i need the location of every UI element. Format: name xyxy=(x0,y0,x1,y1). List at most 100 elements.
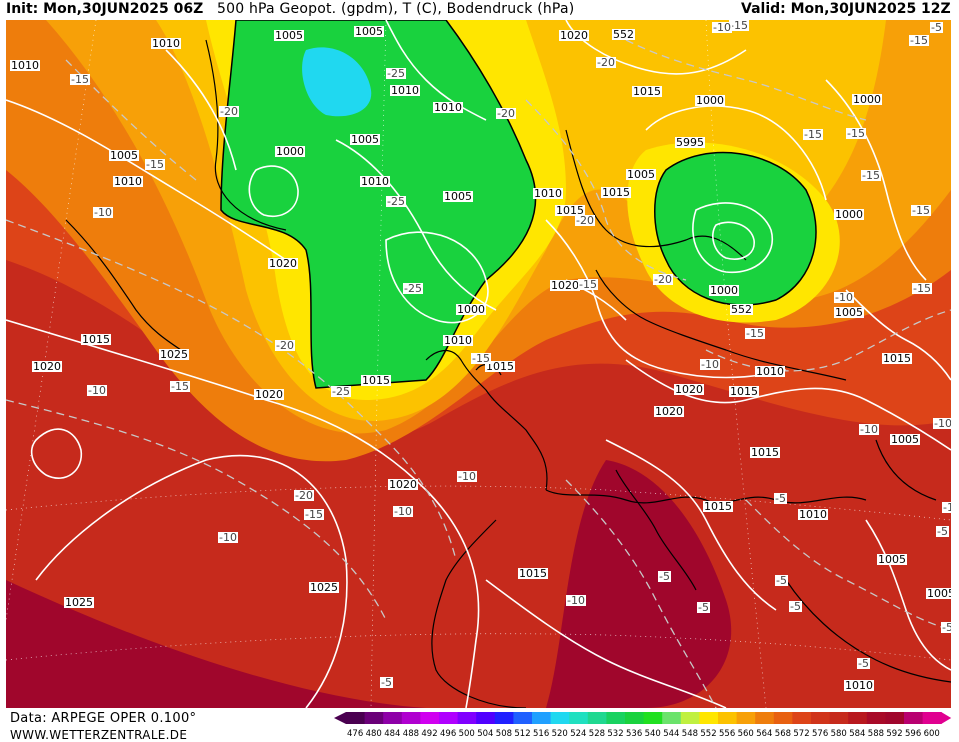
legend-swatch xyxy=(792,712,812,724)
pressure-label: 1010 xyxy=(151,37,181,50)
temperature-label: -5 xyxy=(930,21,943,34)
legend-swatch xyxy=(848,712,868,724)
temperature-label: -15 xyxy=(846,127,866,140)
legend-swatch xyxy=(885,712,905,724)
data-source-label: Data: ARPEGE OPER 0.100° xyxy=(10,711,197,726)
legend-tick-label: 516 xyxy=(533,729,549,738)
field-deep-red-sw xyxy=(6,580,426,708)
temperature-label: -10 xyxy=(218,531,238,544)
legend-swatch xyxy=(866,712,886,724)
pressure-label: 1000 xyxy=(709,284,739,297)
legend-arrow-right xyxy=(941,712,952,724)
legend-tick-label: 492 xyxy=(421,729,437,738)
legend-tick-label: 520 xyxy=(552,729,568,738)
legend-tick-label: 532 xyxy=(607,729,623,738)
temperature-label: -25 xyxy=(403,282,423,295)
temperature-label: -5 xyxy=(380,676,393,689)
pressure-label: 1020 xyxy=(559,29,589,42)
pressure-label: 1010 xyxy=(443,334,473,347)
pressure-label: 1025 xyxy=(309,581,339,594)
temperature-label: -15 xyxy=(911,204,931,217)
temperature-label: -10 xyxy=(859,423,879,436)
temperature-label: -15 xyxy=(471,352,491,365)
pressure-label: 1010 xyxy=(433,101,463,114)
pressure-label: 1025 xyxy=(64,596,94,609)
legend-swatch xyxy=(606,712,626,724)
legend-tick-label: 500 xyxy=(459,729,475,738)
legend-swatch xyxy=(904,712,924,724)
pressure-label: 1020 xyxy=(32,360,62,373)
legend-tick-label: 576 xyxy=(812,729,828,738)
legend-tick-label: 596 xyxy=(905,729,921,738)
temperature-label: -5 xyxy=(789,600,802,613)
temperature-label: -15 xyxy=(70,73,90,86)
temperature-label: -20 xyxy=(219,105,239,118)
temperature-label: -10 xyxy=(834,291,854,304)
legend-tick-label: 540 xyxy=(645,729,661,738)
legend-swatch xyxy=(439,712,459,724)
legend-tick-label: 572 xyxy=(793,729,809,738)
legend-swatch xyxy=(643,712,663,724)
temperature-label: -25 xyxy=(331,385,351,398)
temperature-label: -20 xyxy=(575,214,595,227)
legend-swatch xyxy=(587,712,607,724)
pressure-label: 1020 xyxy=(268,257,298,270)
contour-552-east xyxy=(654,151,817,306)
contour-552-west xyxy=(220,20,537,389)
pressure-label: 1015 xyxy=(703,500,733,513)
field-green-east xyxy=(654,152,816,306)
pressure-label: 1005 xyxy=(354,25,384,38)
pressure-label: 1015 xyxy=(485,360,515,373)
field-deep-red-med xyxy=(546,460,732,708)
legend-tick-label: 588 xyxy=(868,729,884,738)
pressure-label: 1000 xyxy=(852,93,882,106)
temperature-label: -20 xyxy=(653,273,673,286)
pressure-label: 1010 xyxy=(755,365,785,378)
legend-tick-label: 504 xyxy=(477,729,493,738)
temperature-label: -5 xyxy=(697,601,710,614)
legend-tick-label: 552 xyxy=(700,729,716,738)
legend-tick-label: 564 xyxy=(756,729,772,738)
pressure-label: 1015 xyxy=(882,352,912,365)
temperature-label: -10 xyxy=(457,470,477,483)
legend-swatch xyxy=(736,712,756,724)
temperature-label: -15 xyxy=(145,158,165,171)
legend-swatch xyxy=(699,712,719,724)
legend-tick-label: 548 xyxy=(682,729,698,738)
temperature-label: -15 xyxy=(912,282,932,295)
legend-swatch xyxy=(550,712,570,724)
pressure-label: 1005 xyxy=(834,306,864,319)
legend-tick-label: 528 xyxy=(589,729,605,738)
pressure-label: 1015 xyxy=(729,385,759,398)
pressure-label: 1015 xyxy=(518,567,548,580)
temperature-label: -20 xyxy=(275,339,295,352)
temperature-label: -15 xyxy=(170,380,190,393)
legend-swatch xyxy=(718,712,738,724)
pressure-label: 1020 xyxy=(254,388,284,401)
pressure-label: 552 xyxy=(612,28,635,41)
temperature-label: -25 xyxy=(386,195,406,208)
pressure-label: 1010 xyxy=(10,59,40,72)
temperature-label: -10 xyxy=(87,384,107,397)
legend-tick-label: 484 xyxy=(384,729,400,738)
legend-tick-label: 536 xyxy=(626,729,642,738)
pressure-label: 1015 xyxy=(750,446,780,459)
pressure-label: 1005 xyxy=(274,29,304,42)
temperature-label: -10 xyxy=(700,358,720,371)
valid-time: Valid: Mon,30JUN2025 12Z xyxy=(741,1,951,17)
pressure-label: 1005 xyxy=(626,168,656,181)
temperature-label: -15 xyxy=(909,34,929,47)
legend-swatch xyxy=(513,712,533,724)
pressure-label: 1010 xyxy=(798,508,828,521)
legend-swatch xyxy=(922,712,942,724)
pressure-label: 1015 xyxy=(632,85,662,98)
legend-swatch xyxy=(755,712,775,724)
pressure-label: 1010 xyxy=(844,679,874,692)
legend-swatch xyxy=(662,712,682,724)
temperature-label: -10 xyxy=(93,206,113,219)
legend-swatch xyxy=(383,712,403,724)
init-time: Init: Mon,30JUN2025 06Z xyxy=(6,1,204,17)
legend-swatch xyxy=(346,712,366,724)
legend-swatch xyxy=(680,712,700,724)
pressure-label: 1005 xyxy=(109,149,139,162)
